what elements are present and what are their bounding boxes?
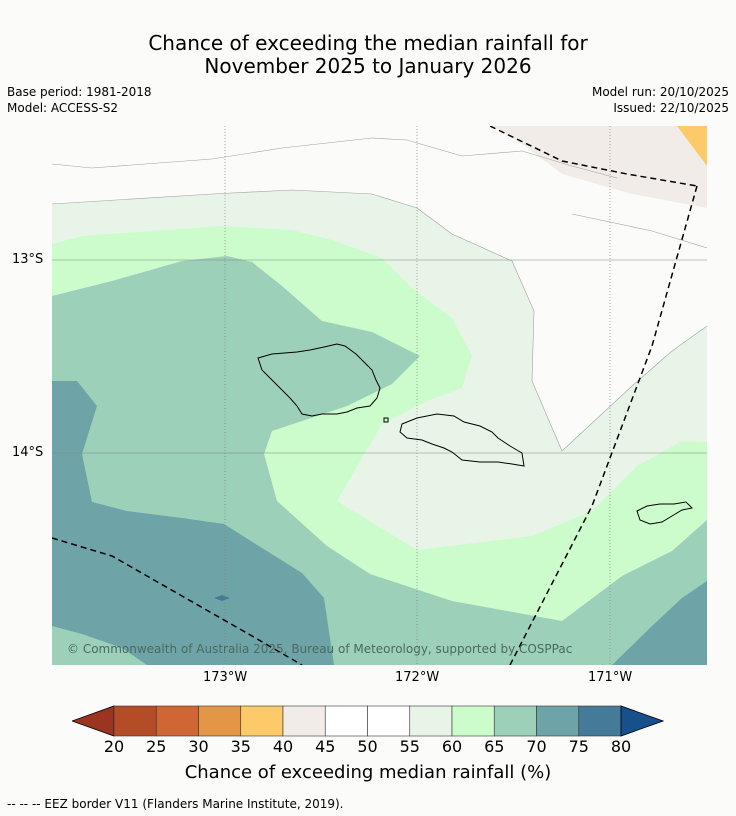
colorbar-bin xyxy=(324,705,368,737)
colorbar-tick-label: 35 xyxy=(230,737,251,756)
colorbar-bin xyxy=(493,705,537,737)
colorbar-title: Chance of exceeding median rainfall (%) xyxy=(184,762,552,783)
zone-70-75-southeast xyxy=(612,581,707,665)
colorbar-tick-label: 80 xyxy=(610,737,632,756)
colorbar-tick-label: 60 xyxy=(441,737,463,756)
colorbar-bin xyxy=(451,705,495,737)
base-period: Base period: 1981-2018 xyxy=(7,85,152,99)
map-title-line2: November 2025 to January 2026 xyxy=(204,54,532,78)
zone-55-60-spot xyxy=(412,494,434,504)
colorbar-bin xyxy=(536,705,580,737)
map-title-line1: Chance of exceeding the median rainfall … xyxy=(148,31,588,55)
zone-75-80-spot xyxy=(214,595,230,601)
eez-border-southwest xyxy=(52,537,303,665)
issued-date: Issued: 22/10/2025 xyxy=(613,101,729,115)
colorbar-bin xyxy=(240,705,284,737)
colorbar-tick-label: 30 xyxy=(188,737,209,756)
island-tutuila xyxy=(636,501,694,525)
colorbar-bin xyxy=(367,705,411,737)
colorbar-tick-label: 75 xyxy=(568,737,589,756)
colorbar-tick-label: 65 xyxy=(484,737,505,756)
zone-70-75 xyxy=(52,381,334,665)
contour-line xyxy=(52,189,707,452)
island-manono xyxy=(383,417,389,423)
colorbar-bin xyxy=(155,705,199,737)
colorbar-extend-low xyxy=(72,705,115,737)
copyright-notice: © Commonwealth of Australia 2025, Bureau… xyxy=(67,642,573,656)
island-upolu xyxy=(399,413,525,467)
colorbar-tick-label: 50 xyxy=(357,737,378,756)
eez-legend-note: -- -- -- EEZ border V11 (Flanders Marine… xyxy=(7,797,344,811)
colorbar-bin xyxy=(113,705,157,737)
lon-label-172w: 172°W xyxy=(395,670,440,685)
contour-line xyxy=(52,137,618,179)
lat-label-13s: 13°S xyxy=(12,252,44,267)
lat-label-14s: 14°S xyxy=(12,445,44,460)
rainfall-map xyxy=(52,126,707,665)
contour-line xyxy=(571,213,707,249)
eez-border-north xyxy=(489,126,698,187)
model-name: Model: ACCESS-S2 xyxy=(7,101,119,115)
zone-65-70-southwest xyxy=(52,626,147,665)
colorbar-extend-high xyxy=(620,705,664,737)
model-run: Model run: 20/10/2025 xyxy=(591,85,729,99)
colorbar-bin xyxy=(578,705,622,737)
colorbar-tick-label: 45 xyxy=(315,737,336,756)
eez-border-east xyxy=(509,185,698,665)
colorbar-tick-label: 25 xyxy=(146,737,167,756)
colorbar-bin xyxy=(198,705,242,737)
colorbar-tick-label: 40 xyxy=(272,737,294,756)
colorbar xyxy=(72,705,664,737)
colorbar-bin xyxy=(282,705,326,737)
lon-label-173w: 173°W xyxy=(203,670,248,685)
colorbar-tick-label: 55 xyxy=(399,737,420,756)
zone-30-35 xyxy=(677,126,707,166)
zone-40-45 xyxy=(492,126,707,208)
colorbar-bin xyxy=(409,705,453,737)
colorbar-tick-label: 70 xyxy=(526,737,547,756)
island-savaii xyxy=(257,343,381,417)
lon-label-171w: 171°W xyxy=(588,670,633,685)
colorbar-tick-label: 20 xyxy=(103,737,125,756)
